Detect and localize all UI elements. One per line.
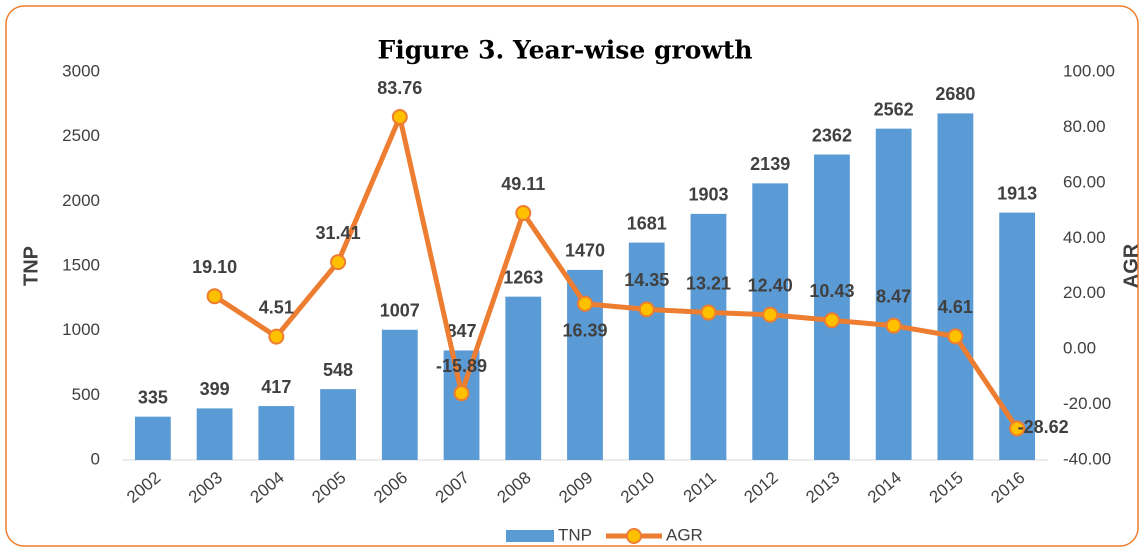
bar-value-label: 2680 (935, 84, 975, 104)
y-tick-label: 2000 (62, 191, 100, 210)
marker (1009, 420, 1026, 437)
bar-value-label: 2362 (812, 125, 852, 145)
x-tick-label: 2014 (864, 468, 905, 507)
bar (258, 406, 295, 460)
marker (577, 295, 593, 312)
y-axis-title: TNP (20, 246, 42, 286)
legend-label: TNP (558, 525, 592, 544)
bar-value-label: 1903 (688, 185, 728, 205)
bar-value-label: 335 (138, 387, 168, 407)
line-value-label: -15.89 (436, 356, 487, 376)
frame (5, 5, 1139, 547)
legend-label: AGR (666, 525, 703, 544)
y2-tick-label: 100.00 (1063, 61, 1115, 80)
bar (134, 416, 171, 460)
bar-value-label: 847 (447, 321, 477, 341)
line-value-label: 14.35 (624, 270, 669, 290)
bar (875, 128, 912, 460)
marker (330, 254, 347, 271)
x-tick-label: 2010 (617, 468, 658, 507)
bar (320, 389, 356, 460)
y2-tick-label: 40.00 (1063, 228, 1106, 247)
bar (505, 296, 542, 460)
y2-axis-title: AGR (1120, 243, 1142, 288)
line (213, 114, 1020, 430)
bar-value-label: 1913 (997, 183, 1037, 203)
marker (700, 304, 717, 321)
bar-value-label: 2562 (874, 99, 914, 119)
bar-value-label: 417 (261, 377, 291, 397)
y-tick-label: 3000 (62, 61, 100, 80)
x-tick-label: 2008 (494, 468, 535, 507)
bar-value-label: 1007 (380, 301, 420, 321)
chart-title: Figure 3. Year-wise growth (377, 36, 752, 65)
line-value-label: 8.47 (876, 286, 911, 306)
marker (823, 312, 840, 329)
x-tick-label: 2012 (740, 468, 781, 507)
bar (196, 408, 233, 460)
line-value-label: 4.51 (259, 297, 294, 317)
line-value-label: 49.11 (501, 174, 545, 194)
marker (947, 328, 964, 345)
y2-tick-label: 20.00 (1063, 283, 1106, 302)
bar-value-label: 1263 (503, 267, 543, 287)
bar-value-label: 1681 (627, 213, 667, 233)
y2-tick-label: 60.00 (1063, 172, 1106, 191)
bar (628, 242, 665, 460)
marker (391, 109, 408, 126)
x-tick-label: 2013 (802, 468, 843, 507)
bar (690, 213, 727, 460)
marker (885, 317, 902, 334)
marker (268, 328, 285, 345)
bar (999, 212, 1036, 460)
marker (206, 288, 223, 305)
x-tick-label: 2004 (247, 468, 288, 507)
line-value-label: 13.21 (686, 273, 731, 293)
x-tick-label: 2016 (987, 468, 1028, 507)
y-tick-label: 0 (91, 449, 100, 468)
bar (381, 329, 418, 460)
y2-tick-label: -20.00 (1063, 394, 1111, 413)
line-value-label: 12.40 (748, 276, 793, 296)
x-tick-label: 2007 (432, 468, 473, 507)
bar-value-label: 2139 (750, 154, 790, 174)
line-value-label: 83.76 (377, 78, 422, 98)
x-tick-label: 2011 (680, 468, 720, 506)
legend-marker (626, 528, 642, 544)
y-tick-label: 1000 (62, 320, 100, 339)
y-tick-label: 2500 (62, 126, 100, 145)
bar (814, 154, 850, 461)
bar (443, 350, 480, 460)
bar-value-label: 548 (323, 360, 353, 380)
y-tick-label: 1500 (62, 255, 100, 274)
x-tick-label: 2005 (308, 468, 349, 507)
y2-tick-label: -40.00 (1063, 449, 1111, 468)
marker (453, 385, 470, 402)
legend-swatch (506, 530, 554, 542)
line-value-label: 31.41 (316, 223, 361, 243)
x-tick-label: 2002 (123, 468, 164, 507)
y2-tick-label: 0.00 (1063, 339, 1096, 358)
x-tick-label: 2003 (185, 468, 226, 507)
marker (638, 301, 655, 318)
line-value-label: 19.10 (192, 257, 237, 277)
marker (515, 205, 532, 222)
line-value-label: 4.61 (938, 297, 973, 317)
x-tick-label: 2009 (555, 468, 596, 507)
line-value-label: 16.39 (562, 320, 607, 340)
line-value-label: -28.62 (1018, 417, 1069, 437)
bar-value-label: 1470 (565, 241, 605, 261)
line-value-label: 10.43 (809, 281, 854, 301)
y2-tick-label: 80.00 (1063, 117, 1106, 136)
y-tick-label: 500 (72, 385, 100, 404)
x-tick-label: 2015 (926, 468, 967, 507)
x-tick-label: 2006 (370, 468, 411, 507)
marker (762, 306, 779, 323)
bar-value-label: 399 (200, 379, 230, 399)
bar (937, 113, 974, 461)
